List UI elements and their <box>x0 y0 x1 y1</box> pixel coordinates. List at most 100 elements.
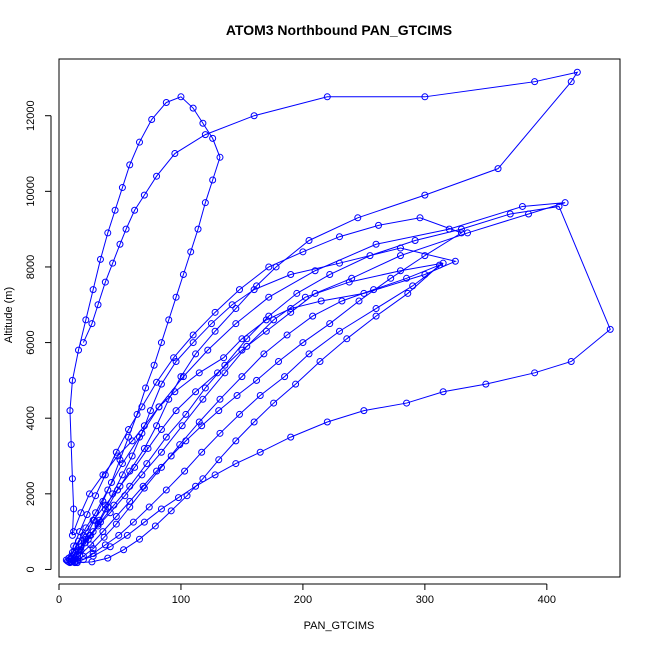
data-point <box>68 475 76 483</box>
data-point <box>87 541 95 549</box>
data-point <box>172 407 180 415</box>
data-point <box>216 153 224 161</box>
data-point <box>561 199 569 207</box>
data-point <box>143 460 151 468</box>
data-point <box>250 418 258 426</box>
data-point <box>101 278 109 286</box>
data-point <box>194 225 202 233</box>
data-point <box>360 289 368 297</box>
data-point <box>531 369 539 377</box>
data-point <box>265 263 273 271</box>
data-point <box>243 342 251 350</box>
data-point <box>309 312 317 320</box>
data-point <box>106 543 114 551</box>
y-axis-label: Altitude (m) <box>3 287 15 343</box>
data-point <box>215 407 223 415</box>
data-point <box>299 339 307 347</box>
data-point <box>211 327 219 335</box>
y-axis: 0 2000 4000 6000 8000 10000 12000 <box>25 100 52 573</box>
data-point <box>139 482 147 490</box>
data-point <box>68 531 76 539</box>
data-point <box>165 395 173 403</box>
data-point <box>416 214 424 222</box>
data-point <box>338 297 346 305</box>
data-point <box>170 354 178 362</box>
data-point <box>214 369 222 377</box>
data-point <box>182 410 190 418</box>
data-point <box>220 354 228 362</box>
data-point <box>221 369 229 377</box>
data-point <box>122 225 130 233</box>
data-point <box>66 407 74 415</box>
data-point <box>116 240 124 248</box>
x-tick-label: 200 <box>294 594 312 606</box>
data-point <box>238 373 246 381</box>
data-point <box>82 316 90 324</box>
data-point <box>140 191 148 199</box>
data-point <box>387 274 395 282</box>
data-point <box>135 535 143 543</box>
data-point <box>439 259 447 267</box>
x-tick-label: 400 <box>538 594 556 606</box>
series-line <box>65 202 566 561</box>
data-point <box>436 261 444 269</box>
data-point <box>270 316 278 324</box>
data-point <box>606 325 614 333</box>
data-point <box>144 444 152 452</box>
data-point <box>126 497 134 505</box>
data-point <box>129 518 137 526</box>
data-point <box>155 403 163 411</box>
data-point <box>157 505 165 513</box>
data-point <box>199 475 207 483</box>
data-point <box>232 437 240 445</box>
data-point <box>311 267 319 275</box>
data-point <box>131 463 139 471</box>
data-point <box>125 433 133 441</box>
data-point <box>209 134 217 142</box>
data-point <box>287 308 295 316</box>
data-point <box>145 503 153 511</box>
data-point <box>293 289 301 297</box>
data-point <box>175 494 183 502</box>
data-point <box>83 511 91 519</box>
data-point <box>354 214 362 222</box>
series-line <box>69 96 221 560</box>
data-point <box>235 410 243 418</box>
data-point <box>99 471 107 479</box>
data-point <box>177 93 185 101</box>
data-point <box>104 554 112 562</box>
data-point <box>64 557 72 565</box>
data-point <box>192 482 200 490</box>
data-point <box>316 357 324 365</box>
data-point <box>326 320 334 328</box>
data-point <box>165 316 173 324</box>
data-point <box>109 259 117 267</box>
series-line <box>70 71 579 563</box>
data-point <box>421 252 429 260</box>
x-axis: 0 100 200 300 400 <box>56 583 556 606</box>
data-point <box>79 552 87 560</box>
data-point <box>189 339 197 347</box>
data-point <box>265 312 273 320</box>
data-point <box>201 199 209 207</box>
data-point <box>287 433 295 441</box>
data-point <box>171 150 179 158</box>
data-point <box>157 339 165 347</box>
data-point <box>238 346 246 354</box>
data-point <box>123 531 131 539</box>
data-point <box>167 507 175 515</box>
data-point <box>148 115 156 123</box>
data-point <box>531 78 539 86</box>
data-point <box>232 320 240 328</box>
data-point <box>457 225 465 233</box>
data-point <box>172 293 180 301</box>
data-point <box>112 448 120 456</box>
data-point <box>198 422 206 430</box>
data-point <box>421 191 429 199</box>
data-point <box>457 229 465 237</box>
x-tick-label: 300 <box>416 594 434 606</box>
data-point <box>118 184 126 192</box>
data-point <box>99 528 107 536</box>
x-axis-label: PAN_GTCIMS <box>304 620 375 632</box>
